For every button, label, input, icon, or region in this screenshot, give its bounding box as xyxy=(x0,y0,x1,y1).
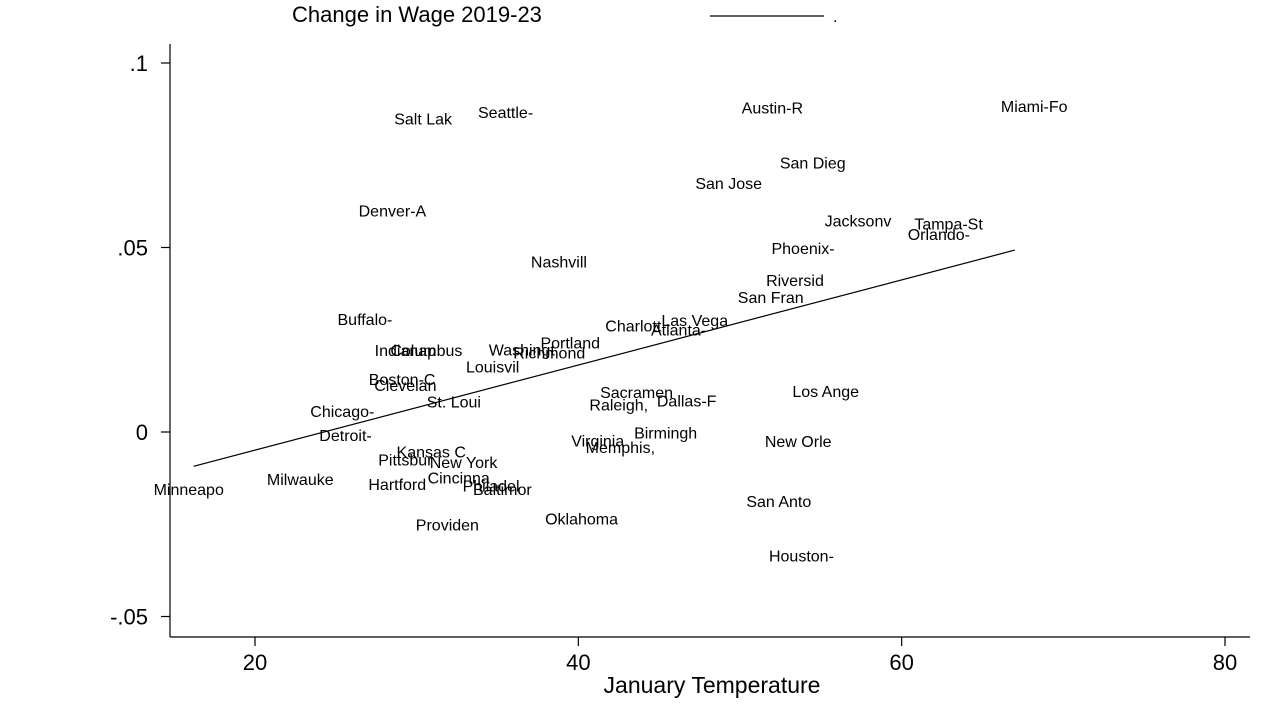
data-point-label: New York xyxy=(430,455,499,472)
data-point-label: Salt Lak xyxy=(394,111,453,128)
data-point-label: Raleigh, xyxy=(589,398,648,415)
data-point-label: Richmond xyxy=(513,345,585,362)
data-point-label: Minneapo xyxy=(154,482,224,499)
data-point-label: Cincinna xyxy=(428,470,490,487)
data-point-label: Charlott xyxy=(605,319,662,336)
data-point-label: Buffalo- xyxy=(338,312,393,329)
data-point-label: Indianap xyxy=(375,343,436,360)
data-point-label: Los Ange xyxy=(792,384,859,401)
data-point-label: San Fran xyxy=(738,290,804,307)
data-point-label: Pittsbur xyxy=(378,453,433,470)
data-point-label: Boston-C xyxy=(369,372,436,389)
data-point-label: Las Vega xyxy=(661,313,728,330)
data-point-label: Dallas-F xyxy=(657,394,717,411)
data-point-label: Detroit- xyxy=(319,428,371,445)
data-point-label: Hartford xyxy=(368,477,426,494)
y-tick-label: 0 xyxy=(136,420,148,445)
data-point-label: Milwauke xyxy=(267,472,334,489)
data-point-label: Nashvill xyxy=(531,255,587,272)
data-point-label: Houston- xyxy=(769,549,834,566)
data-point-label: Phoenix- xyxy=(771,241,834,258)
data-point-label: Louisvil xyxy=(466,359,519,376)
x-tick-label: 40 xyxy=(566,650,590,675)
y-tick-label: .1 xyxy=(130,51,148,76)
x-axis-ticks: 20 40 60 80 xyxy=(243,637,1237,675)
data-point-label: Miami-Fo xyxy=(1001,99,1068,116)
legend-label: . xyxy=(833,9,837,26)
data-point-label: Jacksonv xyxy=(825,214,892,231)
data-point-label: Chicago- xyxy=(310,404,374,421)
x-tick-label: 80 xyxy=(1213,650,1237,675)
data-point-label: Atlanta- xyxy=(651,322,706,339)
x-axis-title: January Temperature xyxy=(604,672,821,698)
data-point-label: Philadel xyxy=(463,479,520,496)
data-point-label: Providen xyxy=(416,517,479,534)
data-point-label: Columbus xyxy=(390,343,462,360)
data-point-label: Seattle- xyxy=(478,105,533,122)
data-point-label: Orlando- xyxy=(908,227,970,244)
x-tick-label: 60 xyxy=(889,650,913,675)
data-point-label: San Jose xyxy=(695,176,762,193)
data-point-label: Baltimor xyxy=(473,482,532,499)
fit-line xyxy=(193,249,1015,467)
x-tick-label: 20 xyxy=(243,650,267,675)
data-point-label: Oklahoma xyxy=(545,512,618,529)
data-point-label: Memphis, xyxy=(586,440,655,457)
data-point-label: San Dieg xyxy=(780,155,846,172)
data-point-label: Birmingh xyxy=(634,426,697,443)
data-point-label: San Anto xyxy=(746,494,811,511)
legend: . xyxy=(710,9,837,26)
chart-title: Change in Wage 2019-23 xyxy=(292,2,542,27)
data-point-label: St. Loui xyxy=(427,395,481,412)
data-point-label: Clevelan xyxy=(374,378,436,395)
data-point-label: Tampa-St xyxy=(914,217,983,234)
y-axis-ticks: -.05 0 .05 .1 xyxy=(110,51,170,630)
data-point-label: Sacramen xyxy=(600,385,673,402)
data-point-label: Denver-A xyxy=(359,204,427,221)
data-point-label: Washingt xyxy=(489,342,556,359)
data-point-label: Kansas C xyxy=(397,445,466,462)
y-tick-label: -.05 xyxy=(110,605,148,630)
data-point-label: New Orle xyxy=(765,434,832,451)
data-point-label: Virginia xyxy=(571,433,624,450)
data-point-label: Portland xyxy=(540,335,600,352)
point-labels: Salt Lak Seattle- Austin-R Miami-Fo San Dieg… xyxy=(154,99,1068,566)
data-point-label: Austin-R xyxy=(742,101,803,118)
y-tick-label: .05 xyxy=(117,236,148,261)
data-point-label: Riversid xyxy=(766,273,824,290)
